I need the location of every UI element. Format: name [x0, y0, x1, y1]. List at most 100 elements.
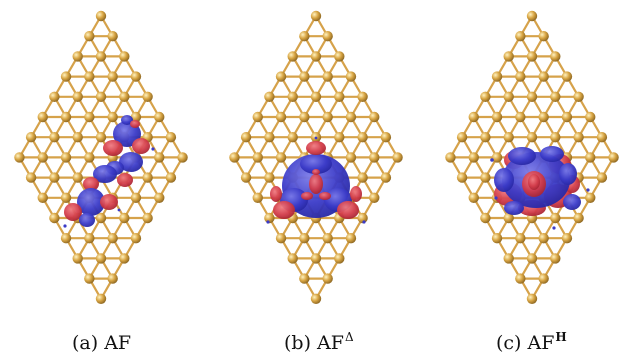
lattice-atom — [561, 71, 573, 82]
lattice-atom — [456, 172, 468, 183]
lattice-atom — [503, 253, 514, 264]
lattice-atom — [608, 152, 619, 163]
lattice-atom — [515, 233, 526, 244]
density-lobe-negative — [504, 201, 524, 215]
lattice-atom — [60, 233, 72, 244]
caption-a: (a) AF — [72, 332, 132, 354]
lattice-atom — [538, 31, 549, 42]
density-hexagon — [490, 146, 590, 230]
density-speck — [63, 224, 67, 228]
density-speck — [314, 136, 318, 140]
lattice-atom — [84, 152, 95, 163]
density-speck — [552, 226, 556, 230]
lattice-atom — [322, 233, 333, 244]
caption-c: (c) AFH — [496, 330, 567, 354]
density-speck — [362, 220, 366, 224]
density-center-positive — [309, 174, 323, 194]
density-lobe-negative — [93, 165, 117, 183]
density-lobe-negative — [121, 115, 133, 125]
density-lobe-positive — [130, 120, 140, 128]
lattice-atom — [107, 71, 118, 82]
lattice-atom — [37, 192, 48, 203]
lattice-atom — [60, 192, 72, 203]
lattice-atom — [526, 293, 538, 304]
lattice-atom — [322, 71, 333, 82]
density-lobe-negative — [77, 188, 105, 216]
lattice-atom — [550, 212, 561, 224]
density-lobe-negative — [494, 168, 514, 192]
lattice-atom — [107, 111, 118, 123]
lattice-atom — [95, 91, 107, 103]
lattice-atom — [561, 111, 573, 123]
density-speck — [266, 220, 270, 224]
lattice-atom — [573, 91, 584, 103]
lattice-atom — [596, 132, 608, 143]
lattice-atom — [49, 91, 60, 103]
lattice-atom — [334, 91, 345, 103]
lattice-atom — [264, 172, 275, 183]
lattice-atom — [60, 152, 72, 163]
caption-b: (b) AFΔ — [284, 330, 354, 354]
density-two-bent-chains — [63, 115, 155, 228]
lattice-atom — [468, 152, 479, 163]
lattice-atom — [503, 132, 514, 143]
lattice-atom — [107, 31, 118, 42]
lattice-atom — [538, 71, 549, 82]
lattice-atom — [515, 273, 526, 284]
lattice-atom — [369, 152, 380, 163]
density-lobe-positive — [117, 173, 133, 187]
lattice-atom — [526, 10, 538, 22]
lattice-atom — [392, 152, 403, 163]
lattice-atom — [550, 91, 561, 103]
lattice-atom — [491, 233, 503, 244]
panel-a-lattice — [14, 10, 188, 304]
lattice-atom — [334, 51, 345, 62]
lattice-atom — [37, 152, 48, 163]
lattice-atom — [177, 152, 188, 163]
lattice-atom — [229, 152, 240, 163]
lattice-atom — [526, 132, 538, 143]
density-center-positive — [319, 192, 331, 200]
density-speck — [151, 147, 155, 151]
lattice-atom — [84, 31, 95, 42]
lattice-atom — [154, 152, 165, 163]
lattice-atom — [596, 172, 608, 183]
lattice-atom — [503, 51, 514, 62]
lattice-atom — [72, 51, 83, 62]
lattice-atom — [480, 172, 491, 183]
lattice-atom — [515, 111, 526, 123]
lattice-atom — [154, 111, 165, 123]
lattice-atom — [107, 273, 118, 284]
lattice-atom — [84, 273, 95, 284]
density-lobe-negative — [559, 163, 577, 185]
lattice-atom — [468, 111, 479, 123]
lattice-atom — [130, 192, 142, 203]
lattice-atom — [526, 91, 538, 103]
lattice-atom — [480, 132, 491, 143]
lattice-atom — [585, 192, 596, 203]
lattice-atom — [357, 172, 368, 183]
lattice-atom — [480, 212, 491, 224]
lattice-atom — [130, 233, 142, 244]
lattice-atom — [310, 91, 322, 103]
lattice-atom — [456, 132, 468, 143]
lattice-atom — [468, 192, 479, 203]
lattice-atom — [503, 212, 514, 224]
lattice-atom — [107, 233, 118, 244]
lattice-atom — [60, 111, 72, 123]
lattice-atom — [310, 10, 322, 22]
lattice-atom — [154, 192, 165, 203]
lattice-atom — [357, 91, 368, 103]
lattice-atom — [95, 212, 107, 224]
lattice-atom — [357, 212, 368, 224]
lattice-atom — [573, 132, 584, 143]
lattice-atom — [275, 111, 287, 123]
lattice-atom — [503, 91, 514, 103]
lattice-atom — [322, 31, 333, 42]
lattice-atom — [299, 71, 310, 82]
lattice-atom — [515, 31, 526, 42]
lattice-atom — [264, 91, 275, 103]
lattice-atom — [345, 71, 357, 82]
lattice-atom — [550, 253, 561, 264]
density-lobe-positive — [64, 203, 82, 221]
